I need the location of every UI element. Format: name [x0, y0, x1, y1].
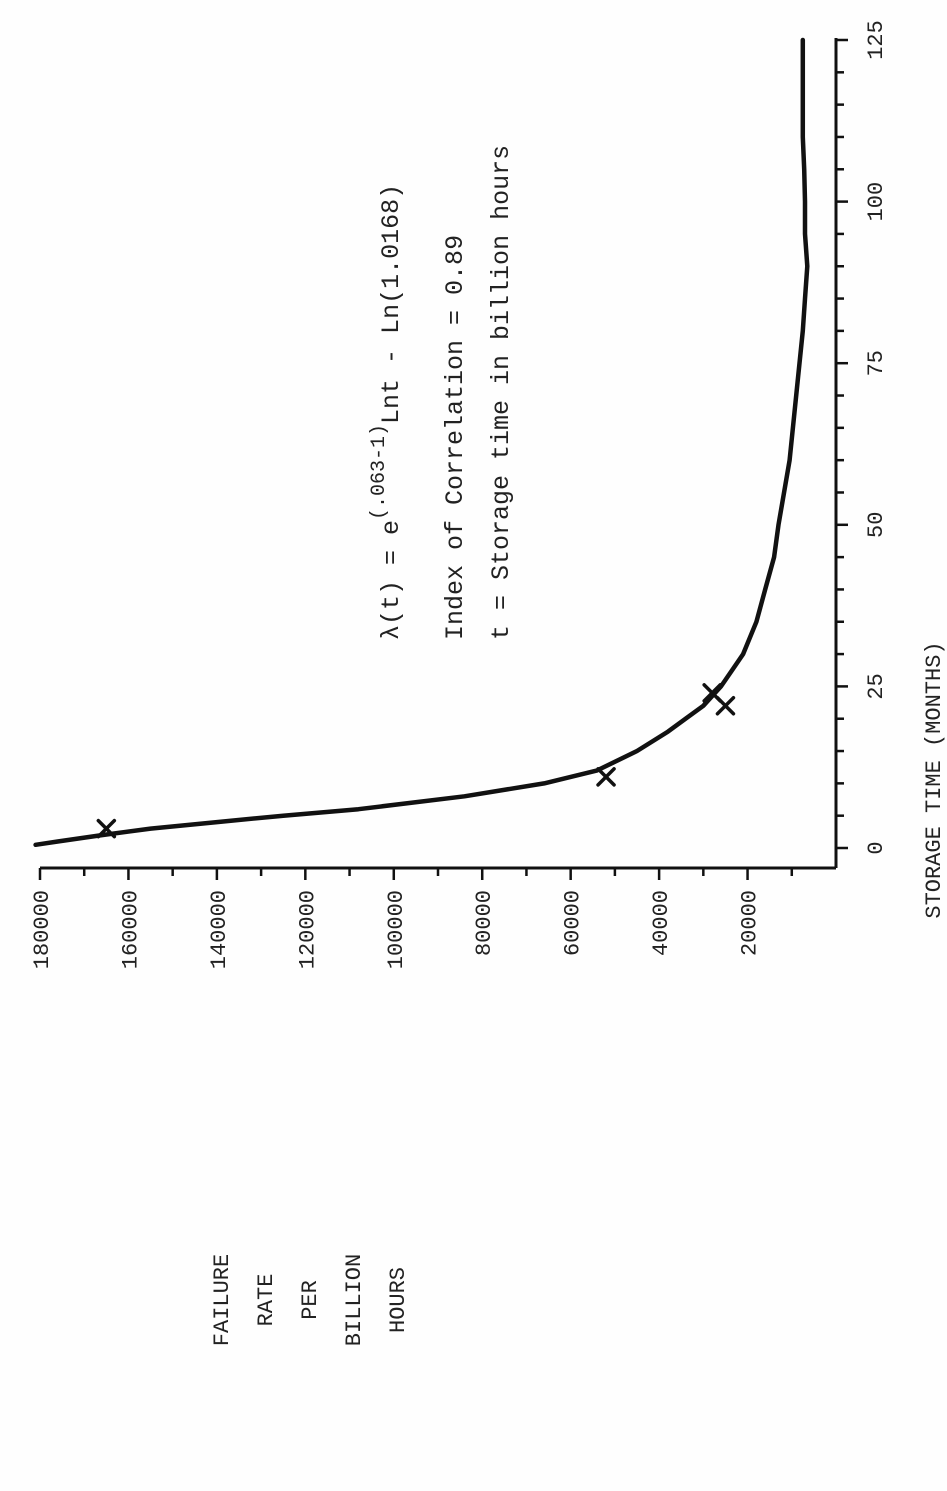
y-axis-label-line: FAILURE [210, 1254, 235, 1346]
y-tick-label: 40000 [649, 890, 674, 956]
correlation-annotation: Index of Correlation = 0.89 [441, 235, 470, 640]
y-tick-label: 80000 [472, 890, 497, 956]
y-tick-label: 60000 [561, 890, 586, 956]
y-axis-label-line: PER [298, 1280, 323, 1320]
x-tick-label: 125 [864, 20, 889, 60]
y-axis-label: FAILURE RATE PER BILLION HOURS [210, 1254, 411, 1346]
y-axis-label-line: HOURS [386, 1267, 411, 1333]
y-axis-ticks: 20000 40000 60000 80000 100000 120000 140000 16… [30, 868, 794, 969]
y-tick-label: 160000 [118, 890, 143, 969]
y-tick-label: 20000 [738, 890, 763, 956]
formula-suffix: Lnt - Ln(1.0168) [377, 184, 406, 424]
x-tick-label: 100 [864, 182, 889, 222]
x-tick-label: 50 [864, 512, 889, 538]
x-tick-label: 25 [864, 673, 889, 699]
y-tick-label: 140000 [207, 890, 232, 969]
x-tick-label: 0 [864, 841, 889, 854]
y-axis-label-line: BILLION [342, 1254, 367, 1346]
formula-annotation: λ(t) = e(.063-1)Lnt - Ln(1.0168) [368, 184, 406, 640]
formula-prefix: λ(t) = e [377, 520, 406, 640]
formula-exponent: (.063-1) [368, 424, 391, 520]
data-point-marker [596, 767, 616, 787]
y-tick-label: 180000 [30, 890, 55, 969]
y-axis-label-line: RATE [254, 1274, 279, 1327]
observed-points [96, 683, 736, 839]
x-axis-label: STORAGE TIME (MONTHS) [922, 641, 947, 918]
fitted-curve [33, 37, 810, 848]
definition-annotation: t = Storage time in billion hours [487, 145, 516, 640]
y-tick-label: 100000 [384, 890, 409, 969]
data-point-marker [702, 683, 722, 703]
x-tick-label: 75 [864, 350, 889, 376]
x-axis-ticks: 0 25 50 75 100 125 [836, 20, 889, 855]
y-tick-label: 120000 [295, 890, 320, 969]
data-point-marker [96, 818, 117, 839]
svg-text:λ(t) = e(.063-1)Lnt - Ln(1.016: λ(t) = e(.063-1)Lnt - Ln(1.0168) [368, 184, 406, 640]
